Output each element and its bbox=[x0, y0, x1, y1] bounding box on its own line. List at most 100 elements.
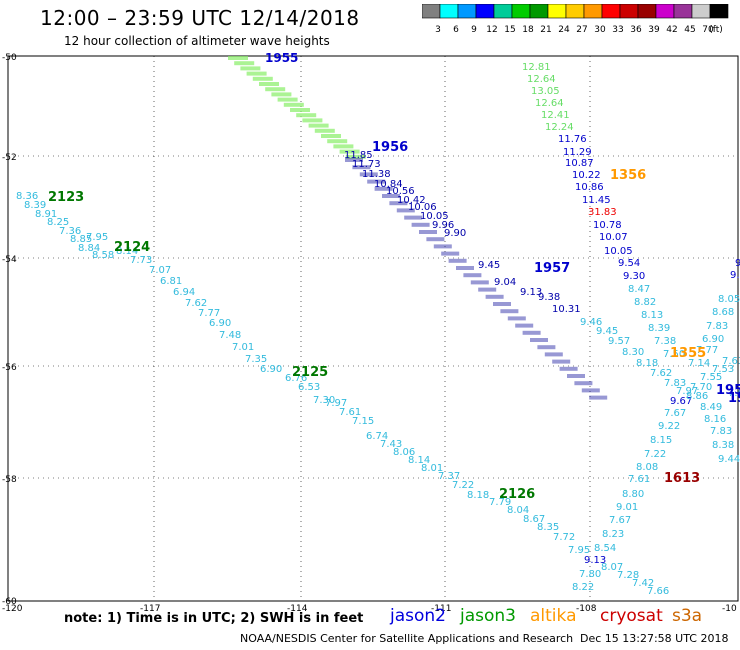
wave-height-value: 8.39 bbox=[24, 200, 46, 211]
wave-height-value: 8.58 bbox=[92, 250, 114, 261]
wave-height-value: 8.35 bbox=[537, 522, 559, 533]
wave-height-value: 10.05 bbox=[604, 246, 633, 257]
wave-height-value: 7.95 bbox=[568, 545, 590, 556]
track-number-label: 1355 bbox=[670, 346, 706, 361]
wave-height-value: 8.68 bbox=[712, 307, 734, 318]
track-mark bbox=[283, 102, 304, 107]
track-mark bbox=[374, 186, 393, 191]
wave-height-value: 9.30 bbox=[623, 271, 645, 282]
wave-height-value: 8.67 bbox=[523, 514, 545, 525]
wave-height-value: 9.13 bbox=[584, 555, 606, 566]
wave-height-value: 7.36 bbox=[59, 226, 81, 237]
wave-height-value: 6.90 bbox=[209, 318, 231, 329]
track-mark bbox=[277, 97, 298, 102]
wave-height-value: 8.47 bbox=[628, 284, 650, 295]
wave-height-value: 8.14 bbox=[408, 455, 430, 466]
track-labels: 1955 1956 1957 2123 2124 2125 2126 1356 1355 1613… bbox=[48, 51, 740, 502]
wave-height-value: 9.54 bbox=[618, 258, 640, 269]
satellite-name-jason2: jason2 bbox=[390, 606, 446, 626]
color-scale-label: 21 bbox=[540, 25, 551, 34]
color-scale-label: 42 bbox=[666, 25, 677, 34]
latitude-label: -50 bbox=[2, 53, 17, 63]
track-number-label: 1613 bbox=[664, 471, 700, 486]
track-mark bbox=[478, 287, 497, 292]
longitude-label: -114 bbox=[287, 604, 308, 614]
track-number-label: 1356 bbox=[610, 168, 646, 183]
wave-height-value: 12.64 bbox=[527, 74, 556, 85]
track-mark bbox=[515, 323, 534, 328]
credit-line: NOAA/NESDIS Center for Satellite Applica… bbox=[240, 632, 574, 645]
track-mark bbox=[252, 76, 273, 81]
track-number-label: 1957 bbox=[534, 261, 570, 276]
wave-height-value: 10.31 bbox=[552, 304, 581, 315]
track-mark bbox=[559, 366, 578, 371]
wave-height-value: 7.61 bbox=[628, 474, 650, 485]
track-mark bbox=[411, 222, 430, 227]
track-mark bbox=[345, 154, 366, 159]
wave-height-value: 10.56 bbox=[386, 186, 415, 197]
wave-height-value: 7.55 bbox=[700, 372, 722, 383]
track-mark bbox=[314, 128, 335, 133]
color-scale-label: 3 bbox=[435, 25, 441, 34]
latitude-label: -58 bbox=[2, 475, 17, 485]
wave-height-value: 8.30 bbox=[622, 347, 644, 358]
wave-height-value: 8.39 bbox=[648, 323, 670, 334]
wave-height-value: 7.53 bbox=[712, 364, 734, 375]
wave-height-value: 12.41 bbox=[541, 110, 570, 121]
track-mark bbox=[321, 134, 341, 138]
satellite-name-s3a: s3a bbox=[672, 606, 703, 626]
wave-height-value: 8.05 bbox=[718, 294, 740, 305]
wave-height-value: 8.80 bbox=[622, 489, 644, 500]
track-mark bbox=[544, 352, 563, 357]
track-mark bbox=[441, 251, 460, 256]
track-mark bbox=[589, 395, 608, 400]
wave-height-value: 7.42 bbox=[632, 578, 654, 589]
wave-height-value: 7.80 bbox=[579, 569, 601, 580]
wave-height-value: 7.97 bbox=[676, 386, 698, 397]
color-scale-label: (ft) bbox=[709, 25, 723, 34]
satellite-name-jason3: jason3 bbox=[460, 606, 516, 626]
track-mark bbox=[537, 345, 556, 350]
color-scale-label: 27 bbox=[576, 25, 587, 34]
wave-height-value: 8.16 bbox=[704, 414, 726, 425]
plot-border bbox=[7, 55, 739, 602]
track-mark bbox=[265, 87, 286, 92]
wave-height-value: 7.22 bbox=[452, 480, 474, 491]
map-frame bbox=[7, 55, 739, 602]
wave-height-value: 7.14 bbox=[688, 358, 710, 369]
color-swatch bbox=[709, 4, 729, 19]
map-title: 12:00 – 23:59 UTC 12/14/2018 bbox=[40, 6, 360, 30]
wave-height-value: 7.77 bbox=[198, 308, 220, 319]
jason3-track-cluster bbox=[228, 56, 608, 400]
track-mark bbox=[522, 330, 541, 335]
track-mark bbox=[345, 158, 363, 162]
wave-height-value: 12.24 bbox=[545, 122, 574, 133]
track-mark bbox=[470, 280, 489, 285]
wave-height-value: 11.76 bbox=[558, 134, 587, 145]
latitude-label: -56 bbox=[2, 363, 17, 373]
wave-height-value: 8.07 bbox=[601, 562, 623, 573]
wave-height-value: 7.01 bbox=[232, 342, 254, 353]
track-mark bbox=[327, 139, 348, 144]
wave-height-value: 7.35 bbox=[245, 354, 267, 365]
track-mark bbox=[433, 244, 452, 249]
wave-height-value: 9.22 bbox=[658, 421, 680, 432]
latitude-label: -52 bbox=[2, 153, 17, 163]
wave-height-value: 7.67 bbox=[728, 388, 740, 399]
wave-height-value: 7.22 bbox=[644, 449, 666, 460]
wave-height-value: 7.28 bbox=[617, 570, 639, 581]
color-scale-label: 15 bbox=[504, 25, 515, 34]
track-mark bbox=[290, 108, 310, 112]
color-scale-label: 70 bbox=[702, 25, 714, 34]
wave-height-value: 8.14 bbox=[116, 246, 138, 257]
track-mark bbox=[234, 61, 255, 66]
wave-height-value: 10.06 bbox=[408, 202, 437, 213]
track-mark bbox=[259, 82, 279, 86]
wave-height-value: 6.53 bbox=[298, 382, 320, 393]
track-mark bbox=[404, 215, 423, 220]
wave-height-value: 12.81 bbox=[522, 62, 551, 73]
wave-height-value: 13.05 bbox=[531, 86, 560, 97]
wave-height-value: 6.81 bbox=[160, 276, 182, 287]
satellite-name-altika: altika bbox=[530, 606, 577, 626]
wave-height-value: 10.78 bbox=[593, 220, 622, 231]
